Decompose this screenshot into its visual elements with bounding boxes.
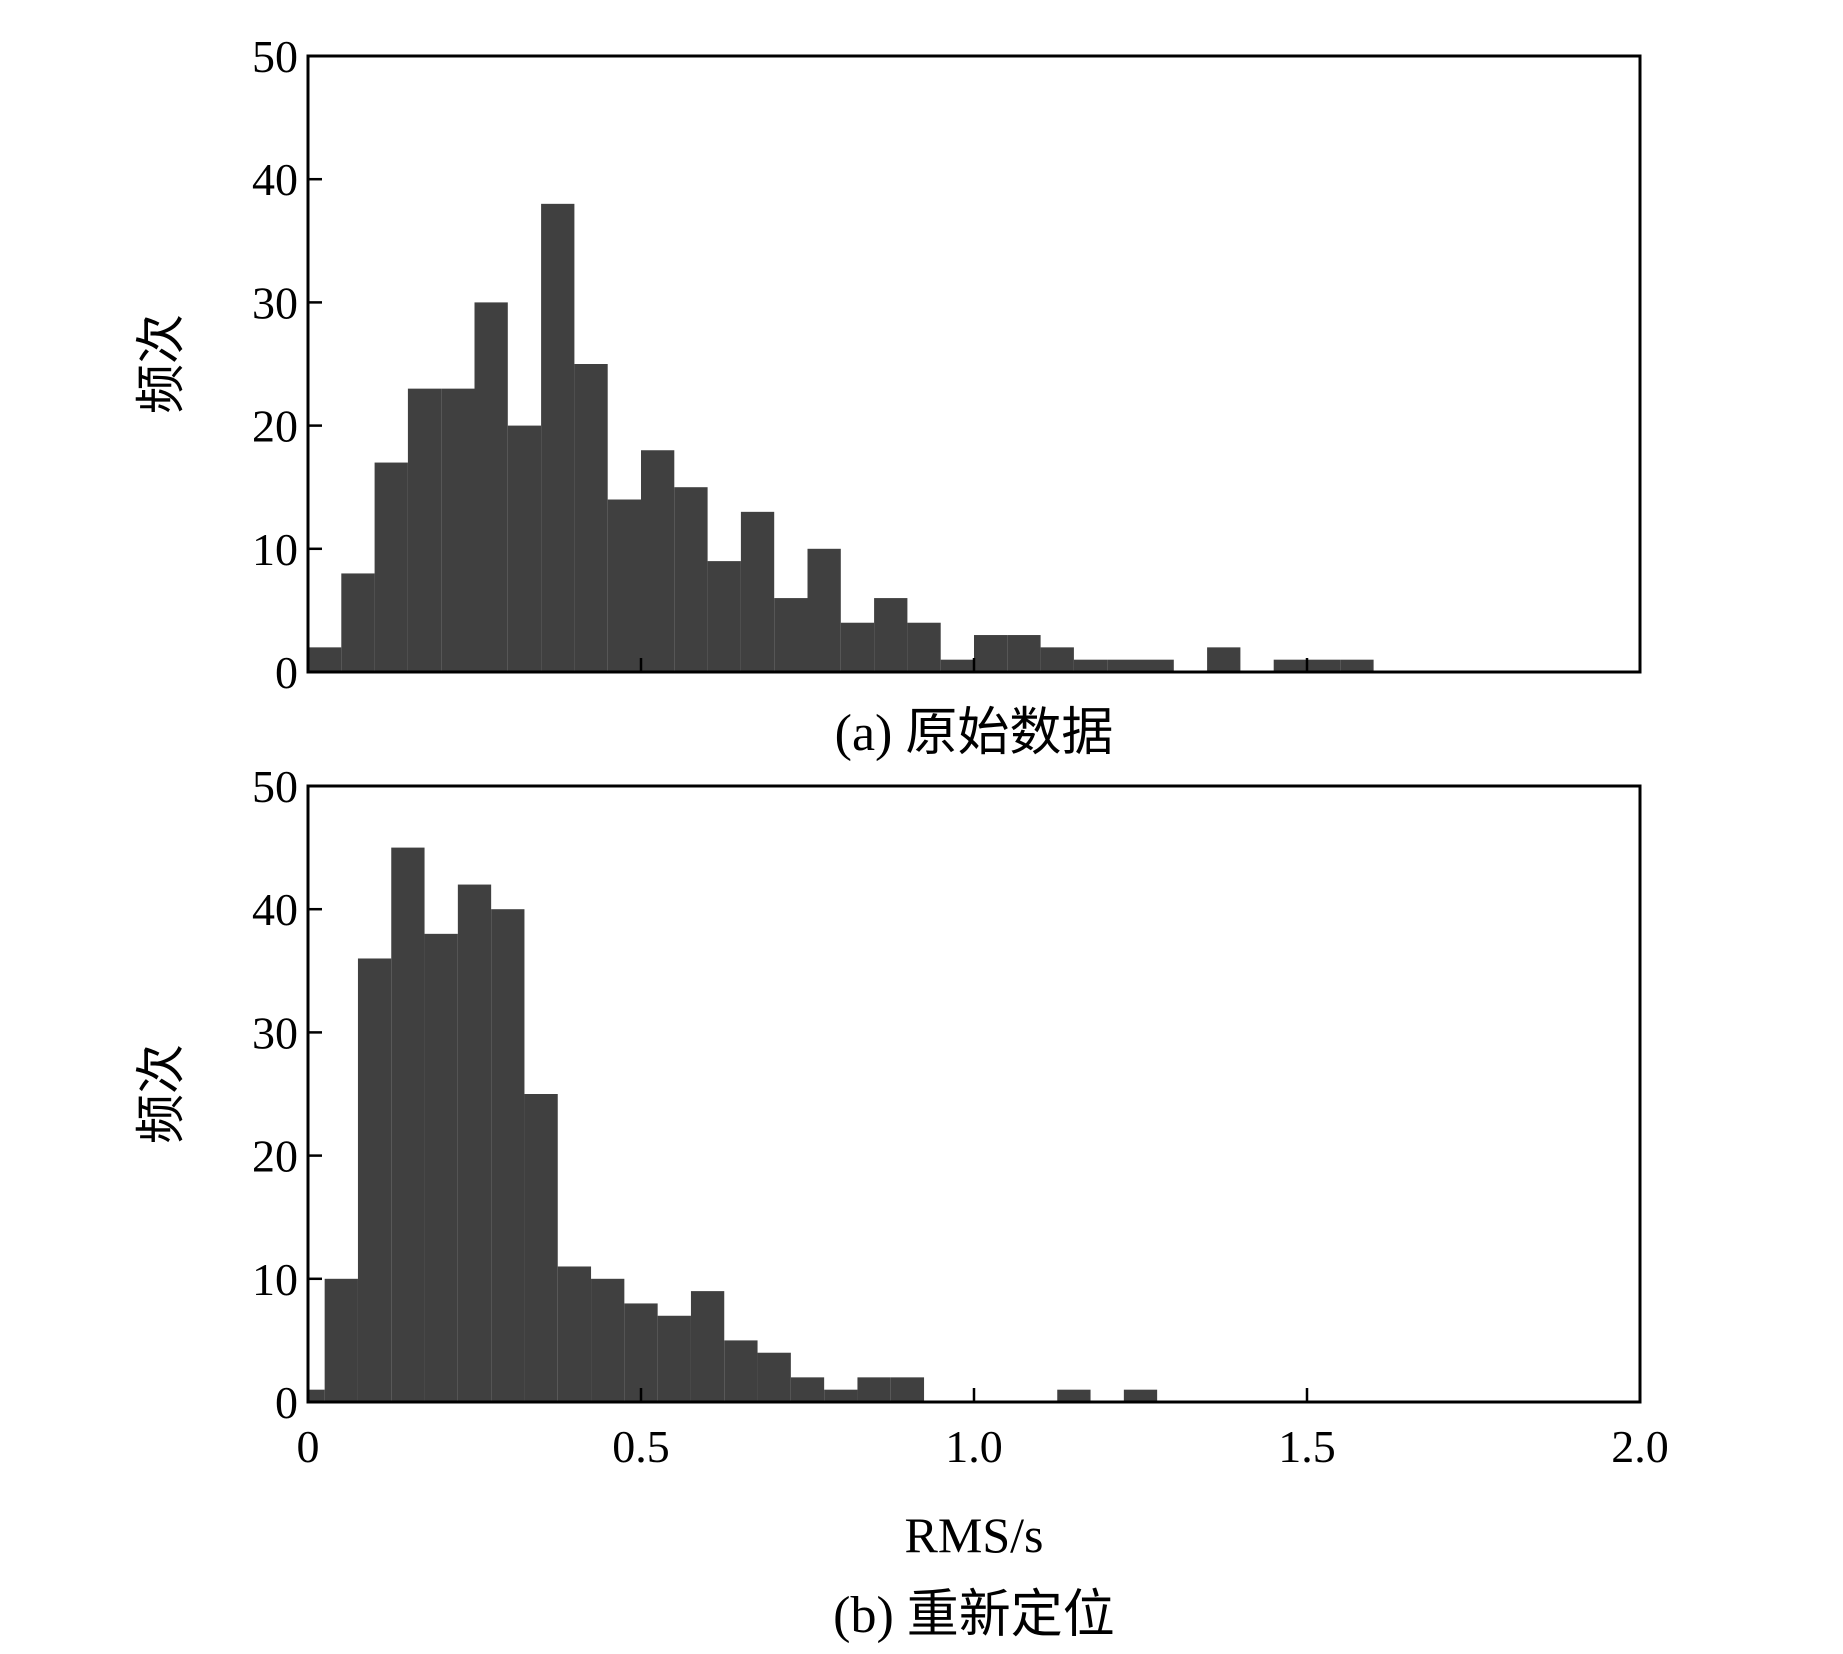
panel-b-bar-10 — [624, 1303, 658, 1402]
panel-a-bar-2 — [374, 462, 408, 672]
panel-a-bar-18 — [907, 622, 941, 672]
panel-a-ticks — [306, 54, 1642, 674]
panel-b-bar-6 — [491, 909, 525, 1402]
panel-b-bar-4 — [424, 933, 458, 1402]
panel-b-bar-11 — [657, 1315, 691, 1402]
panel-b-x-tick-labels: 0 0.5 1.0 1.5 2.0 — [297, 1421, 1669, 1472]
panel-a-y-tick-label-4: 40 — [252, 154, 298, 205]
panel-b-bar-3 — [391, 847, 425, 1402]
panel-b-y-tick-label-3: 30 — [252, 1007, 298, 1058]
panel-a-y-tick-label-2: 20 — [252, 401, 298, 452]
panel-a-bar-25 — [1140, 659, 1174, 672]
x-tick-label-0: 0 — [297, 1421, 320, 1472]
panel-b-caption: (b) 重新定位 — [833, 1587, 1115, 1644]
panel-b-y-tick-label-0: 0 — [275, 1377, 298, 1428]
panel-b-bar-17 — [857, 1377, 891, 1402]
panel-a-bar-26 — [1207, 647, 1241, 672]
panel-a-bar-15 — [807, 548, 841, 672]
panel-a-bar-11 — [674, 487, 708, 672]
x-tick-label-1: 0.5 — [612, 1421, 670, 1472]
panel-a-bar-19 — [940, 659, 974, 672]
x-tick-label-2: 1.0 — [945, 1421, 1003, 1472]
panel-b-bar-12 — [690, 1291, 725, 1402]
panel-a-bar-14 — [774, 598, 808, 672]
panel-b-bar-13 — [724, 1340, 758, 1402]
panel-b-y-axis-title: 频次 — [133, 1044, 189, 1144]
panel-a-y-tick-label-5: 50 — [252, 31, 298, 82]
panel-b-bar-8 — [557, 1266, 592, 1402]
panel-a-y-tick-label-1: 10 — [252, 524, 298, 575]
panel-a-y-tick-label-0: 0 — [275, 647, 298, 698]
panel-a-bars — [308, 203, 1374, 672]
panel-a-bar-12 — [707, 561, 741, 672]
panel-b-y-tick-label-5: 50 — [252, 761, 298, 812]
panel-a-y-axis-title: 频次 — [133, 314, 189, 414]
x-tick-label-3: 1.5 — [1278, 1421, 1336, 1472]
panel-b-bar-15 — [790, 1377, 825, 1402]
panel-b-bar-9 — [591, 1278, 625, 1402]
panel-a-bar-16 — [840, 622, 875, 672]
panel-a-bar-4 — [441, 388, 475, 672]
panel-a-bar-7 — [541, 203, 575, 672]
panel-a-bar-23 — [1073, 659, 1108, 672]
panel-a-bar-24 — [1107, 659, 1141, 672]
panel-a-bar-9 — [607, 499, 641, 672]
panel-b-bar-20 — [1123, 1389, 1158, 1402]
panel-a-bar-6 — [507, 425, 542, 672]
panel-a-bar-27 — [1273, 659, 1307, 672]
x-tick-label-4: 2.0 — [1611, 1421, 1669, 1472]
panel-a-bar-3 — [407, 388, 442, 672]
panel-a-y-tick-label-3: 30 — [252, 277, 298, 328]
panel-b-bar-19 — [1057, 1389, 1091, 1402]
panel-b-bar-16 — [824, 1389, 858, 1402]
panel-a-bar-20 — [974, 635, 1008, 672]
panel-a-bar-5 — [474, 302, 508, 672]
panel-a-bar-0 — [308, 647, 342, 672]
panel-b-bar-7 — [524, 1094, 558, 1402]
panel-b-y-tick-label-4: 40 — [252, 884, 298, 935]
panel-b-y-tick-label-2: 20 — [252, 1131, 298, 1182]
panel-b-bar-18 — [890, 1377, 925, 1402]
panel-a-bar-22 — [1040, 647, 1074, 672]
panel-b-bar-2 — [357, 958, 392, 1402]
panel-a-original-data: 0 10 20 30 40 50 频次 (a) 原始数据 — [133, 31, 1642, 762]
panel-b-y-tick-labels: 0 10 20 30 40 50 — [252, 761, 298, 1428]
panel-b-bar-5 — [457, 884, 492, 1402]
panel-a-bar-17 — [874, 598, 908, 672]
panel-a-caption: (a) 原始数据 — [835, 705, 1114, 762]
panel-a-bar-29 — [1340, 659, 1374, 672]
panel-b-relocated: 0 10 20 30 40 50 0 0.5 1.0 1.5 2.0 频次 RMS/s (b) 重… — [133, 761, 1669, 1644]
panel-b-ticks — [306, 784, 1642, 1404]
panel-b-bar-0 — [308, 1389, 325, 1402]
panel-a-bar-21 — [1007, 635, 1041, 672]
panel-b-bars — [308, 847, 1158, 1402]
panel-a-bar-8 — [574, 364, 608, 672]
panel-b-bar-1 — [324, 1278, 358, 1402]
panel-a-bar-13 — [740, 511, 775, 672]
panel-b-bar-14 — [757, 1352, 791, 1402]
x-axis-title: RMS/s — [905, 1507, 1044, 1563]
panel-a-bar-1 — [341, 573, 375, 672]
panel-a-bar-28 — [1307, 659, 1341, 672]
panel-a-y-tick-labels: 0 10 20 30 40 50 — [252, 31, 298, 698]
panel-a-bar-10 — [641, 450, 675, 672]
panel-b-y-tick-label-1: 10 — [252, 1254, 298, 1305]
